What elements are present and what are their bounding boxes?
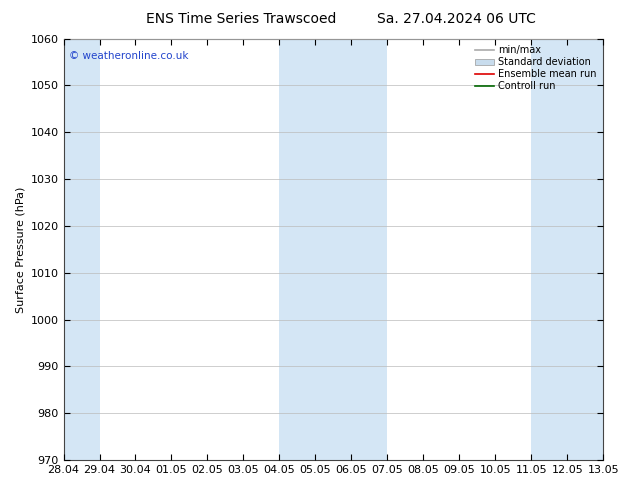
Text: Sa. 27.04.2024 06 UTC: Sa. 27.04.2024 06 UTC — [377, 12, 536, 26]
Bar — [531, 39, 603, 460]
Y-axis label: Surface Pressure (hPa): Surface Pressure (hPa) — [15, 186, 25, 313]
Bar — [280, 39, 387, 460]
Bar — [63, 39, 100, 460]
Text: © weatheronline.co.uk: © weatheronline.co.uk — [69, 51, 188, 61]
Legend: min/max, Standard deviation, Ensemble mean run, Controll run: min/max, Standard deviation, Ensemble me… — [470, 42, 600, 95]
Text: ENS Time Series Trawscoed: ENS Time Series Trawscoed — [146, 12, 336, 26]
